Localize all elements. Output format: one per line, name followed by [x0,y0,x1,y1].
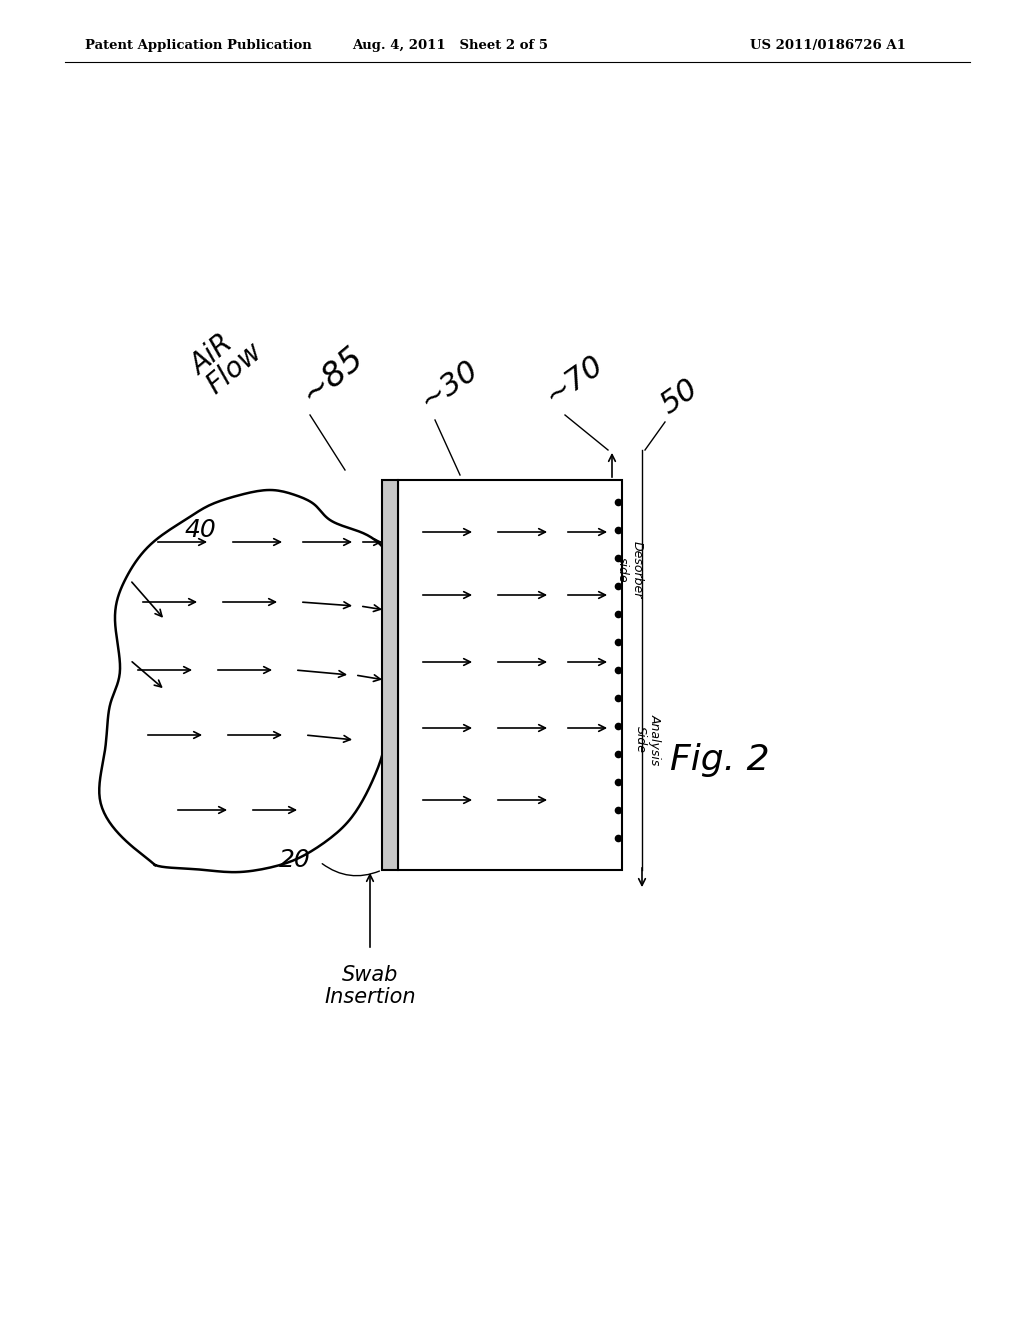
Polygon shape [99,490,391,873]
Text: ~70: ~70 [540,350,609,411]
Text: 50: 50 [655,374,703,420]
Text: Fig. 2: Fig. 2 [670,743,770,777]
Text: Analysis
Side: Analysis Side [634,714,662,766]
Text: Desorber
side: Desorber side [616,541,644,599]
Text: 20: 20 [280,847,311,873]
Bar [382,480,398,870]
Text: Swab
Insertion: Swab Insertion [325,965,416,1007]
Text: Patent Application Publication: Patent Application Publication [85,38,311,51]
Text: ~85: ~85 [295,339,371,411]
Text: 40: 40 [184,517,216,543]
Text: US 2011/0186726 A1: US 2011/0186726 A1 [750,38,906,51]
Text: Aug. 4, 2011   Sheet 2 of 5: Aug. 4, 2011 Sheet 2 of 5 [352,38,548,51]
Bar [398,480,622,870]
Text: ~30: ~30 [415,354,484,414]
Text: AiR
Flow: AiR Flow [185,318,268,400]
